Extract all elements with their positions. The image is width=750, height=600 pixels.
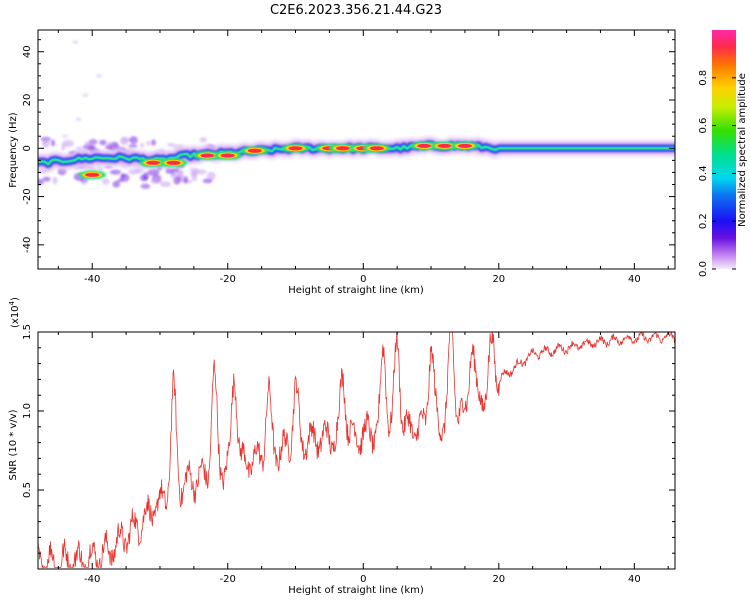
x-tick-label: -20 — [220, 574, 236, 585]
snr-x-axis-label: Height of straight line (km) — [288, 585, 424, 596]
snr-ticks: -40 -20 0 20 40 0.5 1.0 1.5 — [22, 324, 675, 585]
snr-frame — [37, 331, 676, 570]
colorbar-tick-label: 0.8 — [698, 70, 709, 86]
spectrogram-peak — [213, 151, 242, 161]
colorbar-tick-label: 0.4 — [698, 165, 709, 181]
colorbar-tick-label: 0.0 — [698, 261, 709, 277]
snr-y-axis-label: SNR (10 * v/v) — [8, 409, 19, 480]
y-tick-label: 0 — [22, 145, 33, 151]
spectrogram-peak — [193, 151, 222, 161]
spectrogram-peak — [78, 170, 107, 180]
y-tick-label: -20 — [22, 188, 33, 204]
spectrogram-peak — [410, 141, 439, 151]
spectrogram-ticks: -40 -20 0 20 40 -40 -20 0 20 40 — [22, 30, 675, 285]
x-tick-label: 0 — [360, 274, 366, 285]
y-tick-label: -40 — [22, 237, 33, 253]
spectrogram-peak — [240, 146, 269, 156]
spectrogram-x-axis-label: Height of straight line (km) — [288, 285, 424, 296]
spectrogram-peak — [328, 143, 357, 153]
x-tick-label: 40 — [628, 574, 641, 585]
colorbar-tick-label: 0.6 — [698, 118, 709, 134]
colorbar-label: Normalized spectral amplitude — [737, 73, 748, 227]
figure-title: C2E6.2023.356.21.44.G23 — [270, 3, 442, 18]
spectrogram-panel: -40 -20 0 20 40 -40 -20 0 20 40 Height of straigh… — [8, 29, 676, 296]
colorbar-ticks: 0.0 0.2 0.4 0.6 0.8 — [698, 70, 736, 277]
spectrogram-peak — [139, 158, 168, 168]
x-tick-label: -40 — [84, 574, 100, 585]
colorbar-tick-label: 0.2 — [698, 213, 709, 229]
snr-panel: -40 -20 0 20 40 0.5 1.0 1.5 Height of straight … — [8, 297, 676, 596]
spectrogram-image — [38, 40, 675, 189]
spectrogram-y-axis-label: Frequency (Hz) — [8, 112, 19, 188]
spectrogram-peak — [450, 141, 479, 151]
colorbar-gradient — [712, 30, 736, 269]
spectrogram-peak — [281, 143, 310, 153]
x-tick-label: -20 — [220, 274, 236, 285]
y-tick-label: 1.0 — [22, 403, 33, 419]
y-tick-label: 1.5 — [22, 324, 33, 340]
x-tick-label: 40 — [628, 274, 641, 285]
colorbar: 0.0 0.2 0.4 0.6 0.8 Normalized spectral ampl… — [698, 30, 748, 277]
y-tick-label: 40 — [22, 45, 33, 58]
spectrogram-frame — [37, 29, 676, 270]
x-tick-label: -40 — [84, 274, 100, 285]
snr-multiplier: (x104) — [8, 297, 21, 328]
x-tick-label: 0 — [360, 574, 366, 585]
x-tick-label: 20 — [492, 274, 505, 285]
y-tick-label: 0.5 — [22, 482, 33, 498]
x-tick-label: 20 — [492, 574, 505, 585]
spectrogram-peak — [430, 141, 459, 151]
snr-series-line — [38, 332, 675, 569]
spectrogram-peak — [362, 143, 391, 153]
y-tick-label: 20 — [22, 94, 33, 107]
spectrogram-peak — [159, 158, 188, 168]
